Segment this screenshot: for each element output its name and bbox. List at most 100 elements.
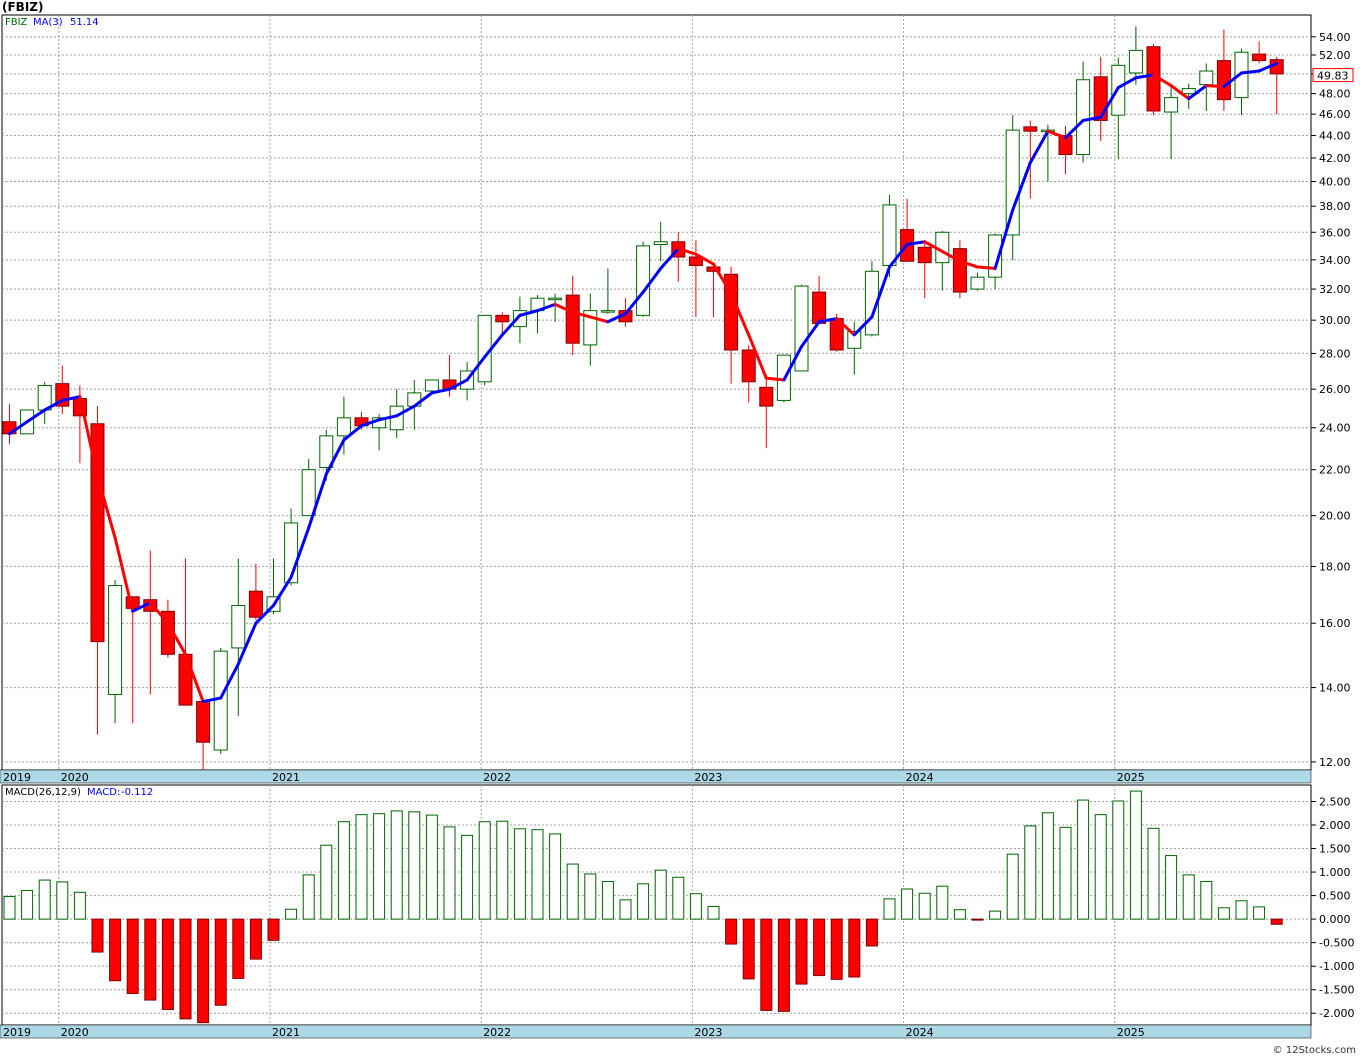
- macd-bar: [1253, 906, 1266, 920]
- macd-xaxis-year-label: 2023: [694, 1026, 722, 1039]
- macd-bar: [214, 918, 227, 1006]
- macd-bar: [777, 918, 790, 1012]
- ma-line-segment: [976, 265, 997, 270]
- price-tick-label: 28.00: [1319, 347, 1351, 360]
- macd-bar: [337, 821, 350, 920]
- macd-tick-label: -1.500: [1319, 984, 1354, 997]
- price-tick-label: 34.00: [1319, 254, 1351, 267]
- price-tick-label: 44.00: [1319, 130, 1351, 143]
- macd-bar: [3, 896, 16, 920]
- ma-line-segment: [166, 621, 187, 656]
- macd-bar: [1270, 918, 1283, 925]
- macd-bar: [989, 910, 1002, 920]
- macd-bar: [1129, 790, 1142, 920]
- ma-line-segment: [430, 387, 451, 395]
- candle-body: [688, 256, 703, 267]
- candle-body: [882, 204, 897, 267]
- ma-line-segment: [1011, 161, 1032, 212]
- macd-bar: [91, 918, 104, 953]
- macd-bar: [1217, 907, 1230, 920]
- macd-xaxis-band: [0, 1024, 1312, 1039]
- ma-line-segment: [1152, 73, 1173, 88]
- candle-body: [741, 349, 756, 383]
- macd-xaxis-year-label: 2022: [483, 1026, 511, 1039]
- macd-bar: [232, 918, 245, 979]
- macd-bar: [1077, 799, 1090, 920]
- ma-legend-label: MA(3): [33, 17, 63, 28]
- ma-line-segment: [1134, 73, 1155, 80]
- macd-xaxis-year-label: 2019: [3, 1026, 31, 1039]
- ma-line-segment: [1046, 129, 1067, 140]
- macd-bar: [953, 909, 966, 920]
- candle-body: [213, 650, 228, 751]
- ma-line-segment: [729, 292, 751, 337]
- candle-body: [653, 241, 668, 245]
- ma-line-segment: [747, 333, 768, 380]
- ma-line-segment: [835, 317, 856, 337]
- ma-line-segment: [131, 601, 152, 613]
- macd-tick-label: 1.500: [1319, 843, 1351, 856]
- ma-line-segment: [923, 240, 944, 253]
- macd-bar: [883, 898, 896, 920]
- ma-line-segment: [1187, 84, 1208, 101]
- ma-line-segment: [201, 696, 223, 704]
- ma-line-segment: [1204, 84, 1226, 89]
- macd-bar: [496, 820, 509, 920]
- price-tick-label: 20.00: [1319, 510, 1351, 523]
- candle-body: [548, 297, 563, 301]
- candle-body: [565, 294, 580, 344]
- candle-body: [1164, 97, 1179, 113]
- ma-line-segment: [1169, 84, 1191, 101]
- candle-body: [1234, 51, 1249, 99]
- price-tick-label: 54.00: [1319, 31, 1351, 44]
- price-tick-label: 22.00: [1319, 464, 1351, 477]
- macd-bar: [425, 814, 438, 920]
- ma-line-segment: [377, 414, 399, 422]
- macd-bar: [109, 918, 122, 982]
- macd-bar: [584, 873, 597, 920]
- ma-line-segment: [800, 320, 821, 349]
- macd-bar: [1094, 814, 1107, 920]
- macd-bar: [1006, 853, 1019, 920]
- macd-bar: [21, 889, 34, 920]
- macd-bar: [725, 918, 738, 945]
- candle-body: [636, 245, 651, 316]
- macd-bar: [443, 826, 456, 920]
- ma-legend-value: 51.14: [70, 17, 99, 28]
- ma-line-segment: [712, 262, 733, 296]
- macd-xaxis-year-label: 2021: [272, 1026, 300, 1039]
- candle-body: [812, 291, 827, 324]
- macd-bar: [795, 918, 808, 985]
- price-tick-label: 16.00: [1319, 617, 1351, 630]
- macd-bar: [302, 874, 315, 920]
- candle-body: [1216, 60, 1231, 101]
- macd-bar: [689, 893, 702, 920]
- candle-body: [917, 246, 932, 264]
- ma-line-segment: [184, 652, 205, 704]
- candle-body: [424, 379, 439, 392]
- ma-line-segment: [1257, 61, 1279, 73]
- candle-body: [90, 423, 105, 643]
- ma-line-segment: [852, 315, 874, 337]
- ma-line-segment: [764, 376, 786, 382]
- macd-bar: [73, 891, 86, 920]
- macd-bar: [320, 844, 333, 920]
- candle-body: [847, 331, 862, 349]
- price-tick-label: 30.00: [1319, 314, 1351, 327]
- ma-line-segment: [219, 662, 240, 700]
- macd-tick-label: -2.000: [1319, 1007, 1354, 1020]
- macd-bar: [848, 918, 861, 978]
- ma-line-segment: [1099, 86, 1120, 119]
- macd-tick-label: 0.000: [1319, 913, 1351, 926]
- candle-body: [1199, 70, 1214, 86]
- ma-line-segment: [536, 302, 557, 313]
- macd-bar: [901, 888, 914, 920]
- macd-bar: [742, 918, 755, 980]
- macd-bar: [566, 863, 579, 920]
- price-tick-label: 14.00: [1319, 682, 1351, 695]
- macd-tick-label: 2.500: [1319, 795, 1351, 808]
- price-panel: [1, 14, 1312, 771]
- macd-bar: [197, 918, 210, 1024]
- credit-text: © 12Stocks.com: [1272, 1045, 1356, 1056]
- ma-line-segment: [448, 378, 469, 391]
